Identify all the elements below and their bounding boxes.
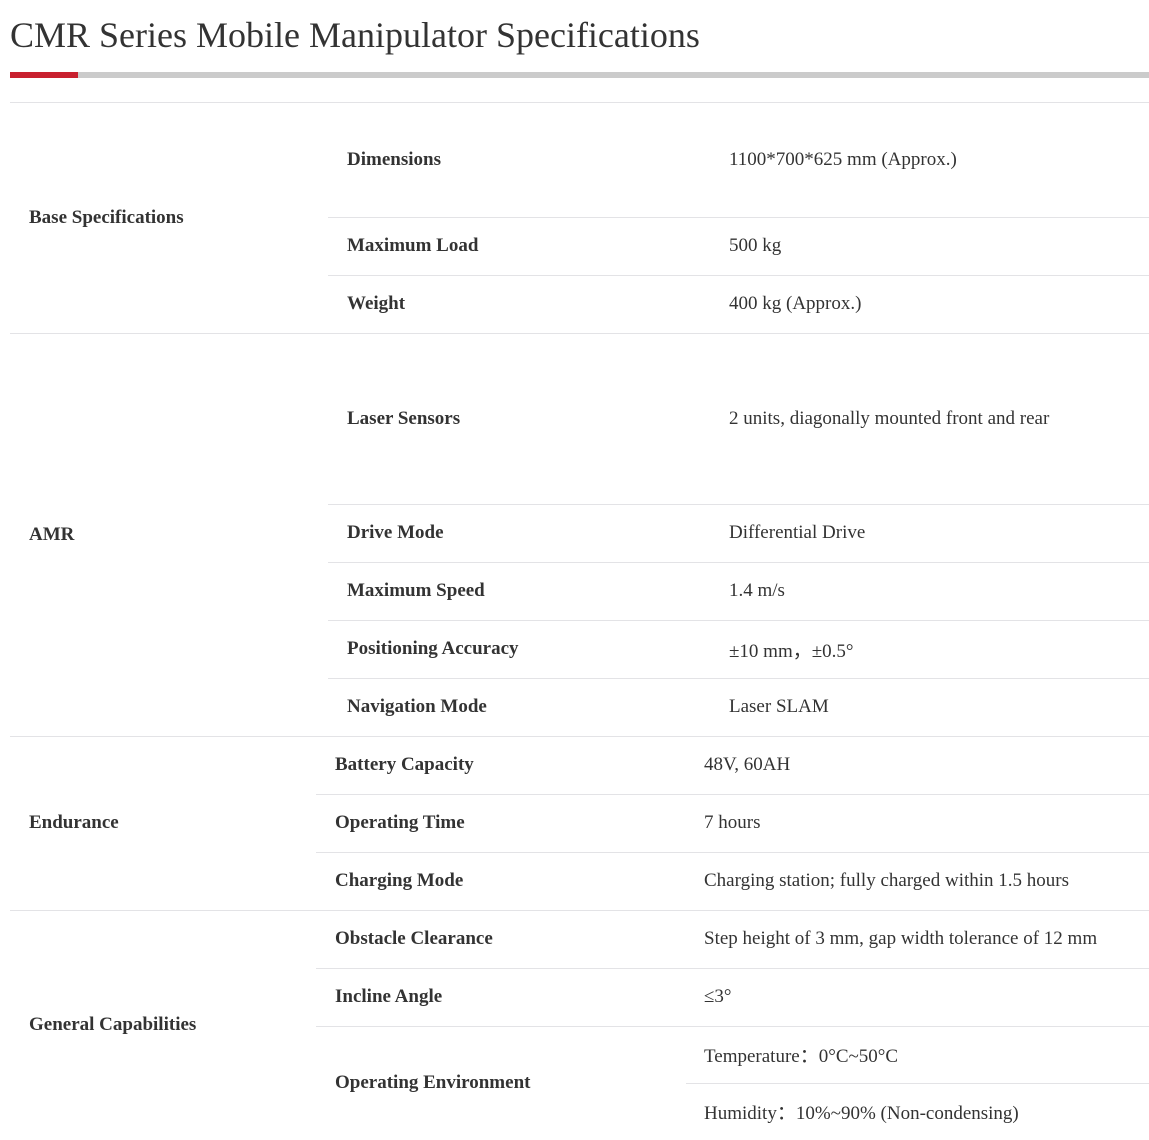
row-divider (328, 275, 1149, 276)
spec-key: Maximum Load (347, 235, 479, 256)
spec-value: Temperature：0°C~50°C (704, 1046, 899, 1067)
spec-value: 1.4 m/s (729, 580, 785, 601)
page-title: CMR Series Mobile Manipulator Specificat… (10, 15, 700, 55)
row-divider (328, 620, 1149, 621)
group-label: AMR (29, 523, 75, 545)
group-label: Endurance (29, 812, 119, 833)
row-divider (316, 1026, 1149, 1027)
spec-value: 48V, 60AH (704, 754, 791, 775)
spec-key: Navigation Mode (347, 696, 487, 717)
title-underline (10, 72, 1149, 78)
title-underline-accent (10, 72, 78, 78)
table-top-border (10, 102, 1149, 103)
spec-key: Operating Environment (335, 1072, 531, 1093)
group-label: Base Specifications (29, 206, 184, 228)
row-divider (328, 217, 1149, 218)
row-divider (316, 794, 1149, 795)
row-divider (686, 1083, 1149, 1084)
spec-value: Laser SLAM (729, 696, 829, 717)
group-divider (10, 736, 1149, 737)
spec-key: Drive Mode (347, 522, 444, 543)
spec-key: Positioning Accuracy (347, 638, 519, 659)
spec-key: Battery Capacity (335, 754, 474, 775)
spec-key: Charging Mode (335, 870, 464, 891)
spec-value: ±10 mm，±0.5° (729, 640, 854, 662)
group-divider (10, 910, 1149, 911)
spec-value: 7 hours (704, 812, 761, 833)
row-divider (316, 968, 1149, 969)
row-divider (328, 562, 1149, 563)
spec-key: Dimensions (347, 148, 441, 170)
spec-key: Obstacle Clearance (335, 928, 493, 949)
spec-value: ≤3° (704, 986, 732, 1007)
spec-value: Humidity：10%~90% (Non-condensing) (704, 1103, 1019, 1124)
row-divider (316, 852, 1149, 853)
group-label: General Capabilities (29, 1014, 197, 1035)
spec-key: Maximum Speed (347, 580, 485, 601)
spec-key: Laser Sensors (347, 407, 461, 429)
spec-value: Charging station; fully charged within 1… (704, 870, 1070, 891)
spec-key: Incline Angle (335, 986, 443, 1007)
spec-value: Differential Drive (729, 522, 866, 543)
group-divider (10, 333, 1149, 334)
spec-value: Step height of 3 mm, gap width tolerance… (704, 928, 1098, 949)
spec-value: 2 units, diagonally mounted front and re… (729, 407, 1050, 429)
row-divider (328, 678, 1149, 679)
spec-value: 500 kg (729, 235, 782, 256)
spec-value: 400 kg (Approx.) (729, 293, 862, 314)
spec-key: Operating Time (335, 812, 465, 833)
row-divider (328, 504, 1149, 505)
spec-key: Weight (347, 293, 406, 314)
spec-value: 1100*700*625 mm (Approx.) (729, 148, 957, 170)
